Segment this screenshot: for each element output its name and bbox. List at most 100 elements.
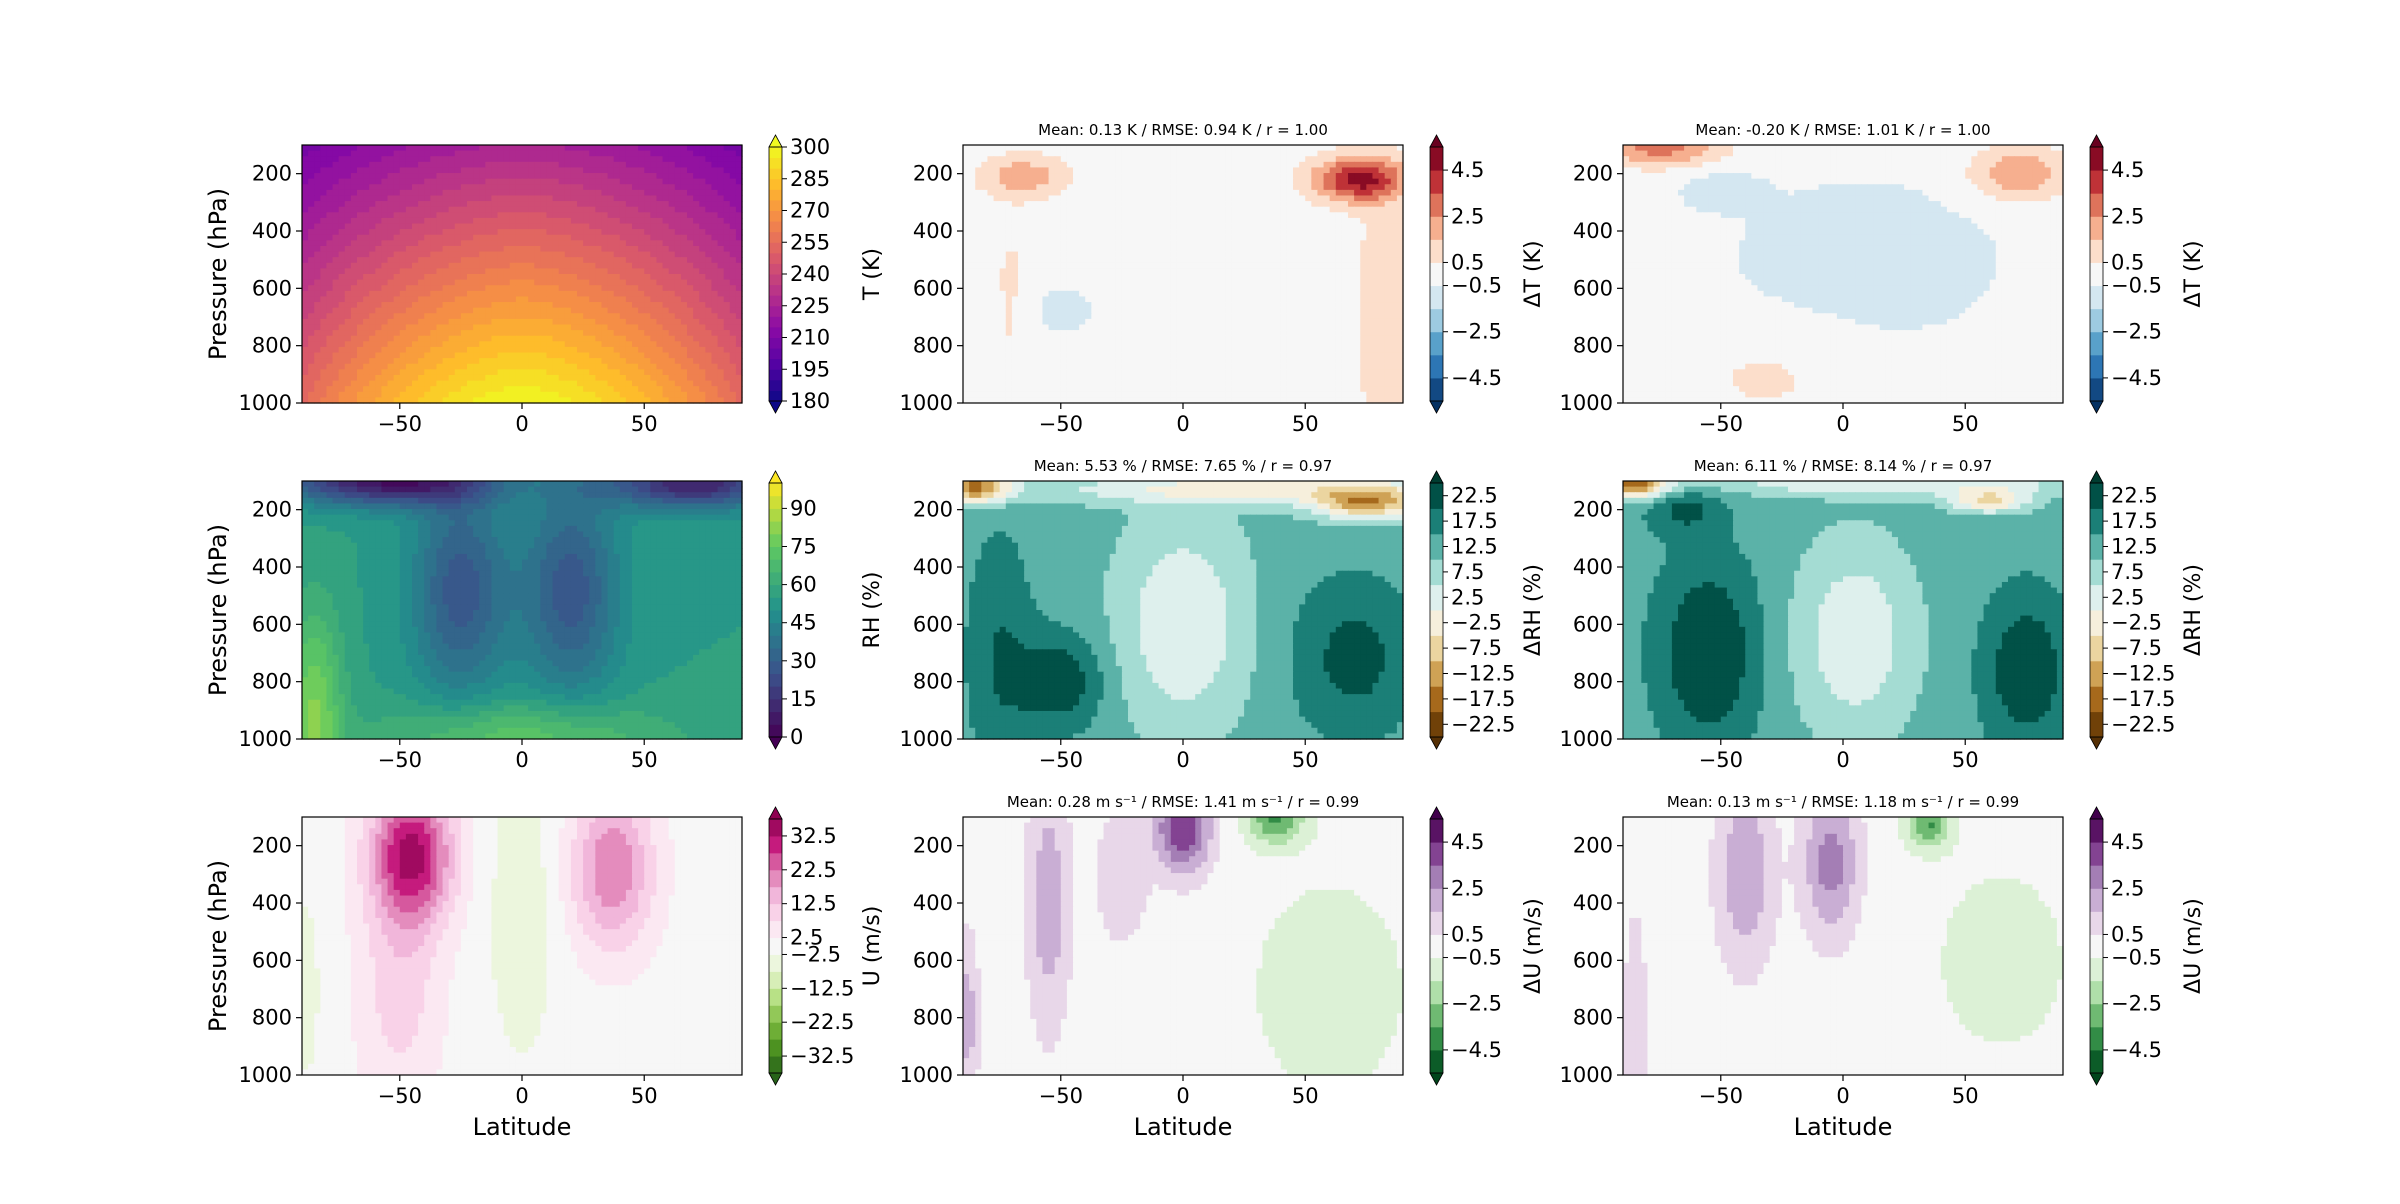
contour-cell — [583, 263, 590, 269]
contour-cell — [467, 240, 474, 246]
contour-cell — [1091, 195, 1098, 201]
contour-cell — [626, 167, 633, 173]
contour-cell — [608, 201, 615, 207]
contour-cell — [320, 145, 327, 151]
contour-cell — [601, 190, 608, 196]
contour-cell — [1122, 201, 1129, 207]
contour-cell — [608, 296, 615, 302]
contour-cell — [565, 257, 572, 263]
contour-cell — [1067, 229, 1074, 235]
contour-cell — [681, 285, 688, 291]
contour-cell — [650, 201, 657, 207]
contour-cell — [467, 381, 474, 387]
contour-cell — [1275, 151, 1282, 157]
contour-cell — [534, 291, 541, 297]
contour-cell — [504, 195, 511, 201]
contour-cell — [1207, 252, 1214, 258]
contour-cell — [1342, 195, 1349, 201]
contour-cell — [681, 381, 688, 387]
contour-cell — [1220, 240, 1227, 246]
contour-cell — [577, 324, 584, 330]
contour-cell — [1079, 240, 1086, 246]
contour-cell — [1195, 156, 1202, 162]
contour-cell — [730, 375, 737, 381]
contour-cell — [326, 151, 333, 157]
contour-cell — [705, 167, 712, 173]
contour-cell — [1269, 162, 1276, 168]
contour-cell — [1128, 257, 1135, 263]
contour-cell — [608, 324, 615, 330]
contour-cell — [1140, 246, 1147, 252]
contour-cell — [1372, 263, 1379, 269]
contour-cell — [388, 257, 395, 263]
contour-cell — [394, 201, 401, 207]
contour-cell — [687, 302, 694, 308]
contour-cell — [1036, 162, 1043, 168]
contour-cell — [369, 229, 376, 235]
contour-cell — [718, 381, 725, 387]
contour-cell — [1287, 195, 1294, 201]
contour-cell — [1238, 240, 1245, 246]
contour-cell — [388, 291, 395, 297]
contour-cell — [1000, 218, 1007, 224]
contour-cell — [467, 274, 474, 280]
contour-cell — [571, 358, 578, 364]
contour-cell — [1385, 240, 1392, 246]
contour-cell — [1140, 257, 1147, 263]
contour-cell — [626, 330, 633, 336]
contour-cell — [711, 330, 718, 336]
contour-cell — [320, 212, 327, 218]
contour-cell — [699, 358, 706, 364]
contour-cell — [687, 330, 694, 336]
contour-cell — [705, 302, 712, 308]
contour-cell — [730, 179, 737, 185]
contour-cell — [1220, 218, 1227, 224]
contour-cell — [1067, 151, 1074, 157]
contour-cell — [326, 156, 333, 162]
contour-cell — [498, 173, 505, 179]
contour-cell — [363, 252, 370, 258]
contour-cell — [620, 252, 627, 258]
contour-cell — [1269, 179, 1276, 185]
contour-cell — [363, 324, 370, 330]
contour-cell — [308, 364, 315, 370]
contour-cell — [1006, 162, 1013, 168]
colorbar-segment — [769, 274, 782, 285]
contour-cell — [724, 162, 731, 168]
contour-cell — [620, 386, 627, 392]
contour-cell — [534, 195, 541, 201]
contour-cell — [522, 229, 529, 235]
contour-cell — [473, 319, 480, 325]
contour-cell — [1073, 224, 1080, 230]
contour-cell — [516, 218, 523, 224]
contour-cell — [693, 257, 700, 263]
contour-cell — [1372, 145, 1379, 151]
contour-cell — [516, 190, 523, 196]
contour-cell — [1165, 224, 1172, 230]
contour-cell — [320, 229, 327, 235]
contour-cell — [546, 324, 553, 330]
contour-cell — [1201, 224, 1208, 230]
contour-cell — [589, 207, 596, 213]
contour-cell — [577, 257, 584, 263]
contour-cell — [1122, 173, 1129, 179]
contour-cell — [675, 308, 682, 314]
contour-cell — [1000, 240, 1007, 246]
contour-cell — [375, 207, 382, 213]
contour-cell — [418, 246, 425, 252]
contour-cell — [369, 224, 376, 230]
contour-cell — [1214, 235, 1221, 241]
contour-cell — [302, 358, 309, 364]
contour-cell — [601, 218, 608, 224]
contour-cell — [724, 358, 731, 364]
contour-cell — [1000, 195, 1007, 201]
contour-cell — [449, 145, 456, 151]
contour-cell — [638, 381, 645, 387]
contour-cell — [718, 156, 725, 162]
contour-cell — [656, 319, 663, 325]
contour-cell — [308, 375, 315, 381]
contour-cell — [449, 246, 456, 252]
contour-cell — [522, 218, 529, 224]
contour-cell — [1183, 167, 1190, 173]
contour-cell — [449, 201, 456, 207]
